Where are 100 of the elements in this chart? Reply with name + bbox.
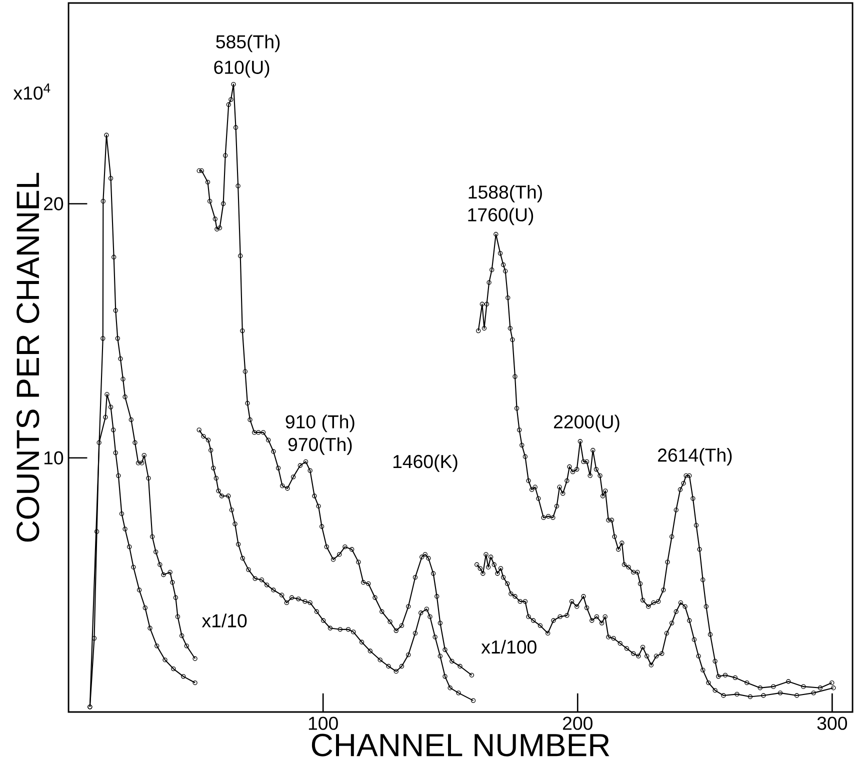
y-tick-label: 10 [44, 451, 64, 464]
point [148, 626, 152, 630]
point [245, 400, 250, 406]
x-tick-label: 200 [563, 716, 592, 730]
point [721, 693, 726, 698]
point [418, 610, 424, 616]
point [314, 609, 320, 614]
point [122, 394, 128, 400]
point [108, 176, 114, 181]
annotation: 610(U) [214, 60, 270, 78]
point [654, 654, 659, 658]
point [271, 449, 276, 454]
point [432, 634, 438, 640]
point [140, 460, 144, 466]
point [682, 604, 688, 609]
annotation: x1/100 [481, 640, 536, 654]
annotation: 585(Th) [216, 34, 280, 52]
point [811, 690, 816, 696]
point [113, 308, 118, 313]
point [108, 404, 114, 410]
point [531, 618, 536, 623]
point [558, 614, 562, 620]
point [303, 459, 308, 464]
point [132, 440, 138, 445]
x-tick-label: 100 [308, 716, 338, 730]
point [266, 438, 271, 442]
point [631, 651, 636, 656]
point [412, 574, 418, 580]
annotation: 2200(U) [554, 414, 620, 432]
point [346, 627, 351, 632]
point [94, 529, 100, 534]
point [564, 613, 570, 618]
y-axis-title: COUNTS PER CHANNEL [16, 172, 40, 542]
point [308, 600, 312, 606]
point [120, 376, 126, 382]
point [321, 618, 326, 623]
point [127, 544, 132, 550]
point [119, 511, 124, 516]
point [498, 566, 504, 571]
annotation: 1588(Th) [468, 185, 542, 202]
point [116, 473, 121, 478]
point [522, 599, 528, 604]
point [428, 614, 432, 620]
point [624, 646, 630, 651]
point [372, 595, 378, 600]
point [260, 430, 266, 435]
point [581, 594, 586, 599]
point [337, 552, 342, 557]
point [648, 662, 654, 668]
point [96, 440, 102, 445]
point [236, 542, 241, 547]
point [590, 618, 594, 623]
point [378, 658, 382, 662]
point [228, 97, 234, 102]
point [264, 582, 270, 588]
point [111, 428, 116, 432]
point [113, 450, 118, 456]
point [748, 694, 753, 700]
point [599, 620, 604, 626]
point [207, 198, 212, 204]
point [248, 417, 252, 422]
point [618, 641, 622, 646]
point [602, 614, 608, 620]
point [492, 562, 496, 567]
point [100, 198, 106, 204]
point [252, 430, 257, 435]
point [208, 448, 214, 453]
point [687, 618, 692, 623]
point [223, 153, 228, 158]
point [636, 654, 641, 658]
point [285, 486, 290, 491]
point [456, 690, 461, 696]
point [118, 356, 123, 362]
point [486, 564, 491, 570]
point [422, 552, 428, 557]
x-tick-label: 300 [817, 716, 848, 730]
point [674, 609, 678, 614]
point [212, 216, 218, 222]
point [100, 336, 106, 341]
point [426, 556, 431, 561]
point [242, 369, 248, 374]
point [216, 488, 221, 494]
point [538, 623, 543, 628]
point [338, 627, 342, 632]
point [500, 574, 506, 580]
point [175, 614, 180, 620]
point [142, 605, 148, 610]
point [128, 417, 134, 422]
point [173, 595, 178, 600]
point [508, 591, 514, 596]
point [692, 637, 697, 642]
point [368, 648, 373, 654]
point [316, 504, 321, 508]
annotation: 970(Th) [288, 437, 352, 455]
point [678, 600, 684, 606]
point [442, 647, 448, 652]
point [700, 668, 706, 672]
point [518, 599, 522, 604]
point [238, 254, 243, 258]
point [104, 132, 109, 138]
